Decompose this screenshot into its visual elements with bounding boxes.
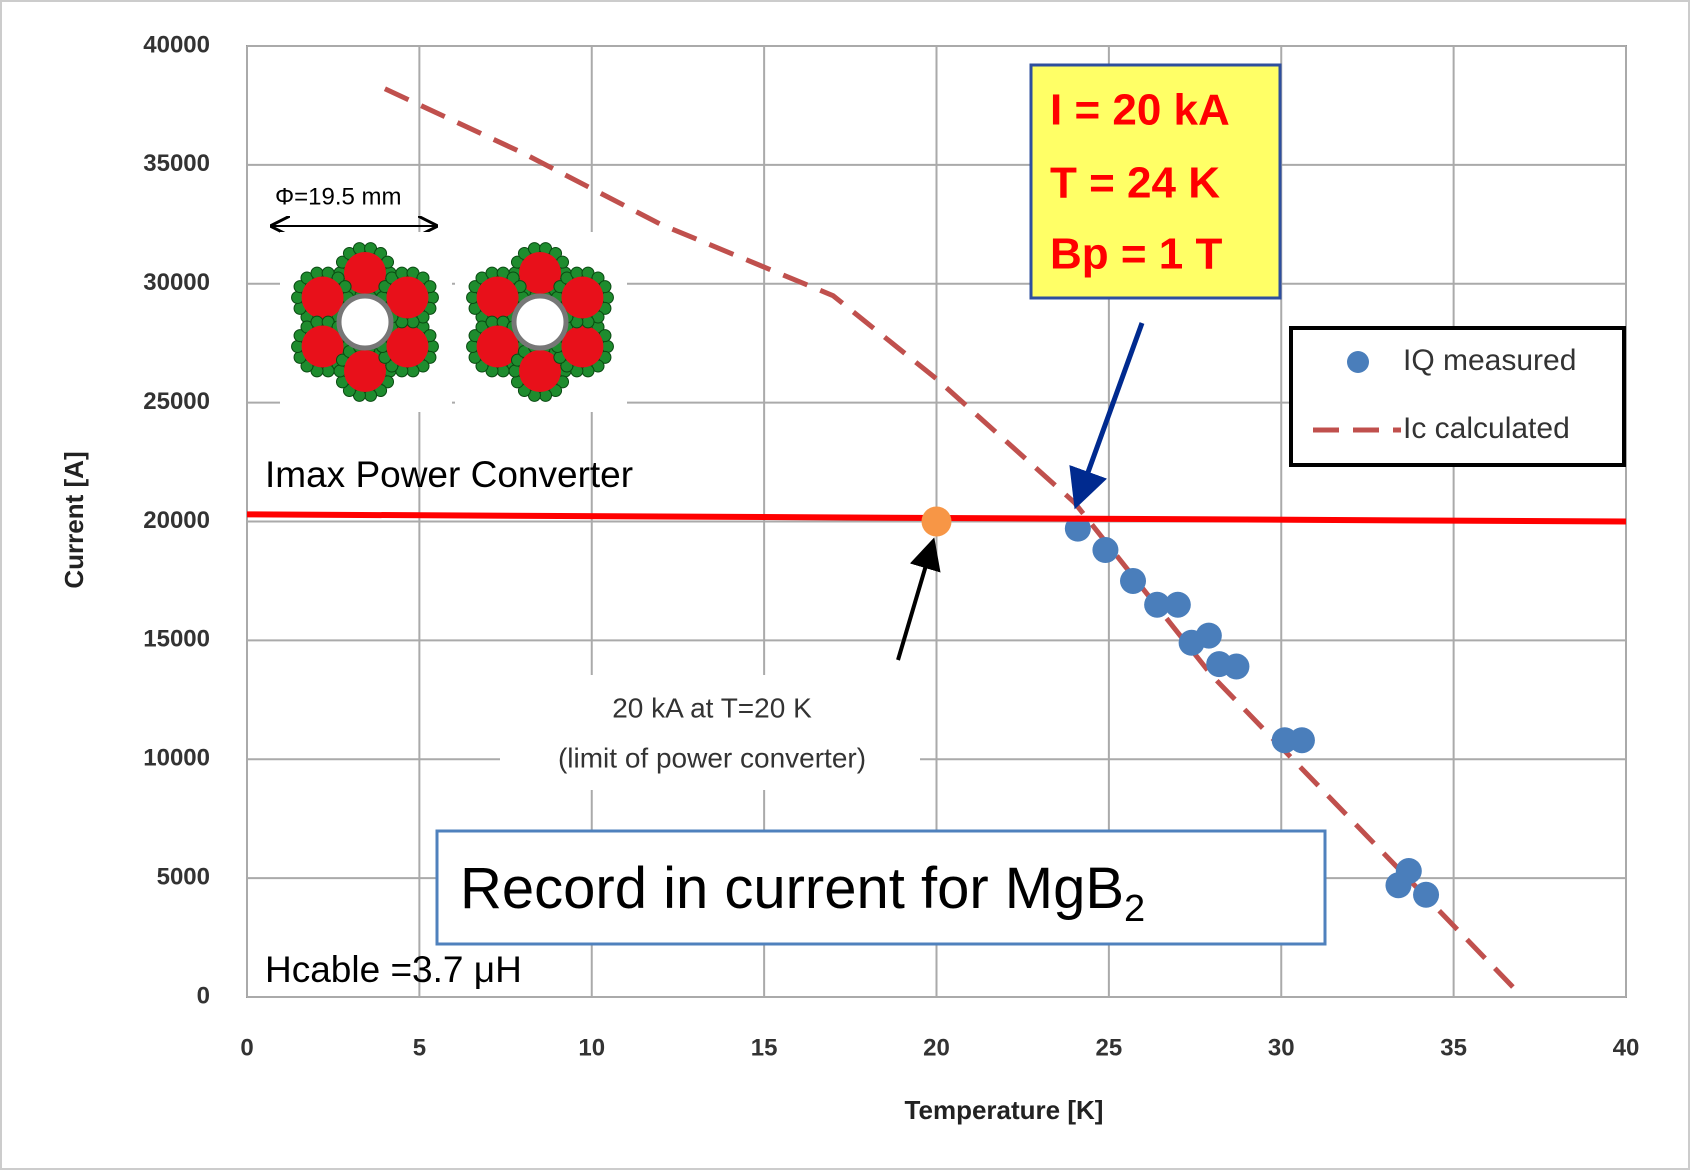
x-axis-label: Temperature [K] [905, 1095, 1104, 1125]
limit-label: Imax Power Converter [265, 454, 633, 495]
legend-label: Ic calculated [1403, 412, 1570, 445]
data-point [1144, 591, 1171, 618]
y-tick-label: 35000 [143, 150, 210, 177]
y-tick-label: 40000 [143, 31, 210, 58]
result-box [1029, 63, 1282, 300]
strand [301, 325, 344, 368]
y-tick-label: 25000 [143, 388, 210, 415]
data-point [1092, 537, 1119, 564]
data-point [1395, 857, 1422, 884]
strand [519, 252, 561, 294]
x-tick-label: 0 [240, 1034, 253, 1061]
data-point [1195, 622, 1222, 649]
strand [386, 276, 429, 319]
x-tick-label: 15 [751, 1034, 778, 1061]
data-point [1413, 881, 1440, 908]
data-point [1120, 567, 1147, 594]
arrow [1069, 322, 1145, 510]
strand [476, 325, 519, 368]
legend-box [1289, 326, 1626, 467]
arrow [896, 537, 941, 661]
cable-drawing [280, 232, 627, 412]
record-main: Record in current for MgB [460, 856, 1124, 921]
plot [246, 86, 1627, 999]
data-point [1288, 727, 1315, 754]
core [511, 293, 569, 351]
strand [561, 276, 604, 319]
data-point [1164, 591, 1191, 618]
y-axis-label: Current [A] [59, 451, 89, 588]
record-text: Record in current for MgB2 [460, 856, 1145, 930]
x-tick-label: 10 [578, 1034, 605, 1061]
x-tick-label: 20 [923, 1034, 950, 1061]
record-box [435, 829, 1327, 946]
y-tick-label: 20000 [143, 507, 210, 534]
x-tick-label: 25 [1096, 1034, 1123, 1061]
core [336, 293, 394, 351]
data-point [1064, 515, 1091, 542]
legend-label: IQ measured [1403, 344, 1576, 377]
inductance: Hcable =3.7 μH [265, 949, 522, 990]
y-tick-label: 5000 [157, 863, 210, 890]
y-tick-label: 15000 [143, 626, 210, 653]
strand [561, 325, 604, 368]
x-tick-label: 35 [1440, 1034, 1467, 1061]
strand [476, 276, 519, 319]
legend-marker [1347, 351, 1369, 373]
result-line: Bp = 1 T [1050, 230, 1222, 279]
result-line: I = 20 kA [1050, 86, 1230, 135]
strand [386, 325, 429, 368]
result-line: T = 24 K [1050, 159, 1220, 208]
data-point [1223, 653, 1250, 680]
diameter: Φ=19.5 mm [275, 183, 402, 210]
limit-point [921, 506, 952, 537]
legend: IQ measured Ic calculated [1289, 326, 1626, 467]
annotation: (limit of power converter) [558, 742, 866, 773]
annotation: 20 kA at T=20 K [612, 692, 812, 723]
x-tick-label: 30 [1268, 1034, 1295, 1061]
y-tick-label: 10000 [143, 745, 210, 772]
strand [344, 252, 386, 294]
strand [519, 350, 561, 392]
annotation-bg [500, 675, 920, 790]
strand [344, 350, 386, 392]
data-line [383, 86, 1525, 999]
strand [301, 276, 344, 319]
x-tick-label: 5 [413, 1034, 426, 1061]
y-tick-label: 30000 [143, 269, 210, 296]
x-tick-label: 40 [1613, 1034, 1640, 1061]
y-tick-label: 0 [197, 982, 210, 1009]
record-subscript: 2 [1124, 888, 1145, 930]
